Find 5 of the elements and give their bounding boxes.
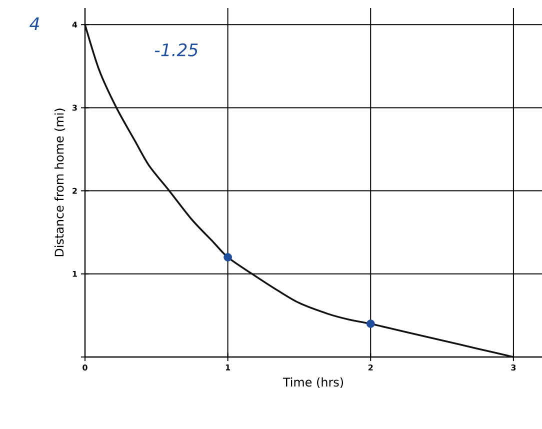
text: 4 <box>30 17 39 30</box>
line-series <box>84 24 514 358</box>
annotation: -1.25 <box>154 43 198 56</box>
x-axis-title: Time (hrs) <box>282 377 344 388</box>
y-axis-title: Distance from home (mi) <box>54 108 66 256</box>
